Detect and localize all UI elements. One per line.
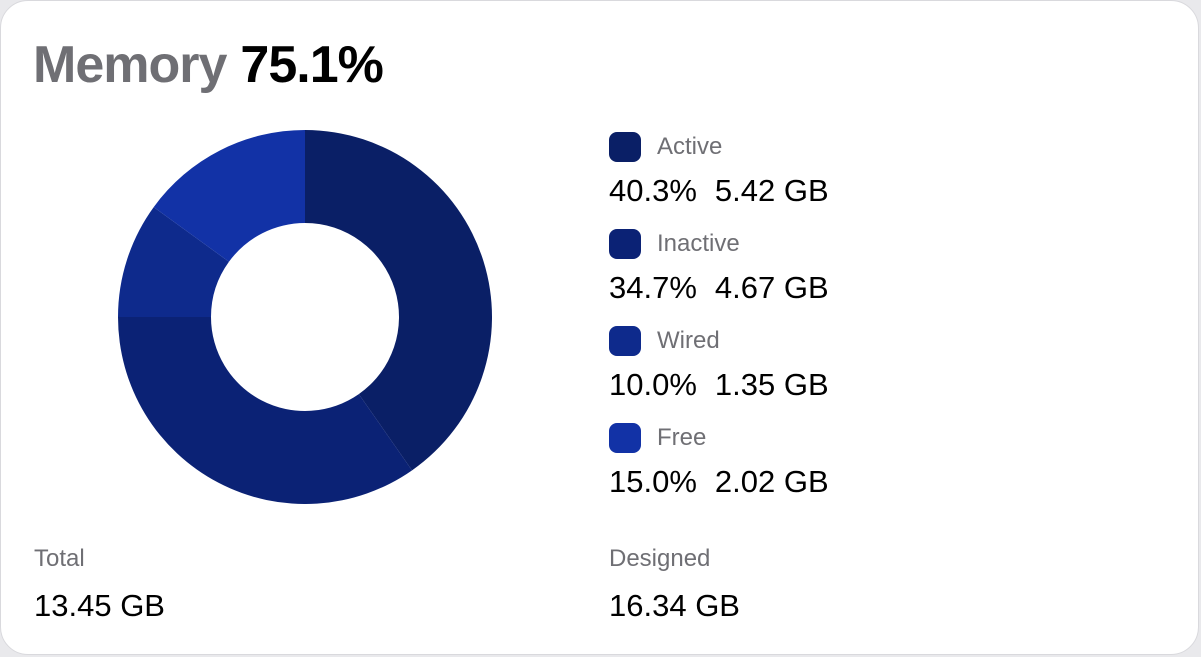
legend-size-wired: 1.35 GB: [714, 367, 829, 402]
memory-title: Memory 75.1%: [33, 35, 384, 95]
total-label: Total: [34, 545, 85, 572]
legend-swatch-inactive: [609, 229, 641, 259]
legend-item-active: Active 40.3% 5.42 GB: [609, 129, 1009, 219]
donut-slice-free: [153, 130, 305, 262]
legend-percent-inactive: 34.7%: [609, 270, 697, 305]
legend-percent-active: 40.3%: [609, 173, 697, 208]
memory-usage-percent: 75.1%: [240, 36, 383, 94]
designed-stat: Designed 16.34 GB: [609, 545, 740, 624]
legend-label-inactive: Inactive: [657, 230, 740, 257]
donut-slice-inactive: [118, 317, 413, 504]
legend-swatch-active: [609, 132, 641, 162]
legend-percent-free: 15.0%: [609, 464, 697, 499]
legend-swatch-free: [609, 423, 641, 453]
legend-item-wired: Wired 10.0% 1.35 GB: [609, 323, 1009, 413]
total-stat: Total 13.45 GB: [34, 545, 165, 624]
legend-percent-wired: 10.0%: [609, 367, 697, 402]
total-value: 13.45 GB: [34, 588, 165, 623]
legend-item-inactive: Inactive 34.7% 4.67 GB: [609, 226, 1009, 316]
legend-size-active: 5.42 GB: [714, 173, 829, 208]
legend-swatch-wired: [609, 326, 641, 356]
legend-label-wired: Wired: [657, 327, 720, 354]
memory-donut-chart: [118, 130, 492, 504]
donut-slice-wired: [118, 207, 229, 317]
memory-title-label: Memory: [33, 36, 227, 94]
designed-label: Designed: [609, 545, 711, 572]
legend-size-free: 2.02 GB: [714, 464, 829, 499]
legend-item-free: Free 15.0% 2.02 GB: [609, 420, 1009, 510]
legend-size-inactive: 4.67 GB: [714, 270, 829, 305]
legend-label-free: Free: [657, 424, 707, 451]
donut-slice-active: [305, 130, 492, 471]
legend-label-active: Active: [657, 133, 723, 160]
designed-value: 16.34 GB: [609, 588, 740, 623]
